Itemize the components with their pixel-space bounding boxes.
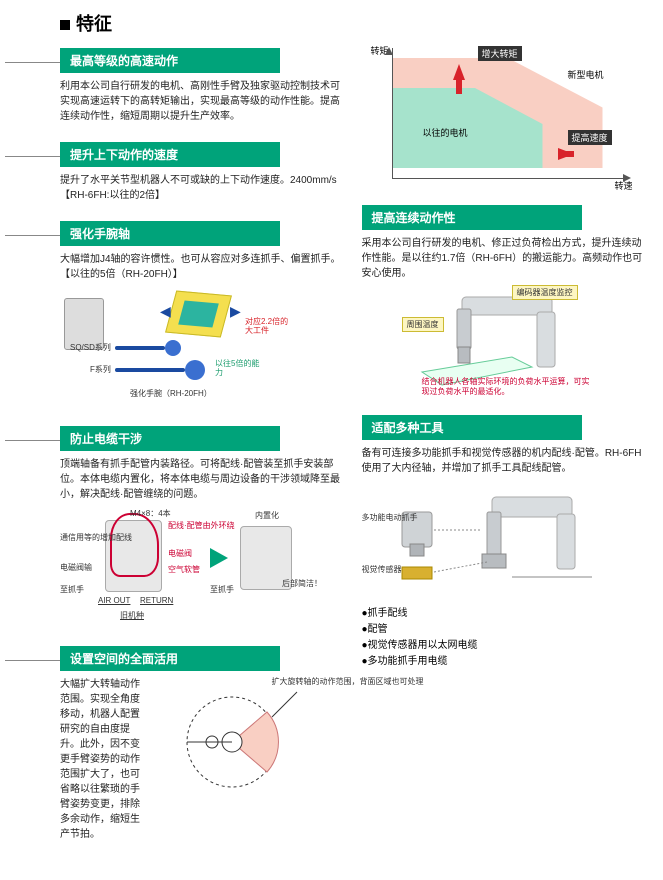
inner-label: 内置化 [255, 510, 279, 521]
big-work-tag: 对应2.2倍的大工件 [245, 318, 295, 336]
torque-chart: 转矩 转速 增大转矩 提高速度 新型电机 以往的电机 [392, 48, 623, 179]
ambient-temp-label: 周围温度 [402, 317, 444, 332]
heading-high-speed: 最高等级的高速动作 [60, 48, 280, 73]
robot-note: 结合机器人各轴实际环境的负荷水平运算，可实现过负荷水平的最适化。 [422, 377, 597, 396]
heading-cable: 防止电缆干涉 [60, 426, 280, 451]
space-note: 扩大旋转轴的动作范围，背面区域也可处理 [272, 677, 342, 687]
comm-line-label: 通信用等的增加配线 [60, 534, 105, 543]
bar-icon [115, 346, 165, 350]
old-motor-label: 以往的电机 [423, 126, 468, 139]
to-hand-label-1: 至抓手 [60, 584, 84, 595]
bullet-item: ●抓手配线 [362, 606, 644, 622]
desc-wrist-axis: 大幅增加J4轴的容许惯性。也可从容应对多连抓手、偏置抓手。【以往的5倍（RH-2… [60, 252, 342, 282]
workpiece-yellow-icon [165, 291, 232, 338]
x-axis-arrow-icon [623, 174, 631, 182]
wrist-caption: 强化手腕（RH-20FH） [130, 388, 212, 399]
vision-sensor-label: 视觉传感器 [362, 564, 402, 575]
encoder-temp-label: 编码器温度监控 [512, 285, 578, 300]
arrow-up-icon [453, 64, 465, 80]
valve-out-label: 电磁阀输 [60, 562, 92, 573]
page-title-text: 特征 [76, 14, 112, 34]
bullet-item: ●配管 [362, 622, 644, 638]
old-model-label: 旧机种 [120, 610, 144, 621]
arrow-right-icon [558, 148, 574, 160]
y-axis-arrow-icon [385, 42, 393, 55]
tools-robot-icon [362, 482, 602, 602]
green-arrow-icon [210, 548, 228, 568]
arrow-left-icon: ◀ [160, 303, 171, 320]
section-wrist-axis: 强化手腕轴 大幅增加J4轴的容许惯性。也可从容应对多连抓手、偏置抓手。【以往的5… [60, 221, 342, 408]
desc-continuous: 采用本公司自行研发的电机、修正过负荷检出方式，提升连续动作性能。是以往约1.7倍… [362, 236, 644, 281]
connector-line-icon [5, 440, 60, 442]
cable-loop-icon [110, 513, 159, 577]
new-motor-label: 新型电机 [568, 68, 604, 81]
page-title: 特征 [60, 10, 643, 36]
air-out-label: AIR OUT [98, 596, 130, 605]
multi-hand-label: 多功能电动抓手 [362, 514, 402, 523]
cable-figure: M4×8：4本 通信用等的增加配线 电磁阀输 至抓手 AIR OUT RETUR… [60, 508, 320, 628]
section-high-speed: 最高等级的高速动作 利用本公司自行研发的电机、高刚性手臂及独家驱动控制技术可实现… [60, 48, 342, 124]
to-hand-label-2: 至抓手 [210, 584, 234, 595]
heading-continuous: 提高连续动作性 [362, 205, 582, 230]
section-space: 设置空间的全面活用 大幅扩大转轴动作范围。实现全角度移动，机器人配置研究的自由度… [60, 646, 342, 842]
right-column: 转矩 转速 增大转矩 提高速度 新型电机 以往的电机 提高连续动作性 采用本公司… [362, 48, 644, 860]
section-cable: 防止电缆干涉 顶端轴备有抓手配管内装路径。可将配线·配管装至抓手安装部位。本体电… [60, 426, 342, 628]
robot-figure: 周围温度 编码器温度监控 结合机器人各轴实际环境的负荷水平运算，可实现过负荷水平… [362, 287, 602, 397]
outer-wrap-label: 配线·配管由外环绕 [168, 522, 223, 531]
heading-vertical-speed: 提升上下动作的速度 [60, 142, 280, 167]
ball-icon [185, 360, 205, 380]
tools-figure: 多功能电动抓手 视觉传感器 [362, 482, 602, 602]
bar-icon [115, 368, 185, 372]
bullet-item: ●视觉传感器用以太网电缆 [362, 638, 644, 654]
rotation-range-icon [172, 677, 342, 797]
desc-high-speed: 利用本公司自行研发的电机、高刚性手臂及独家驱动控制技术可实现高速运转下的高转矩输… [60, 79, 342, 124]
desc-cable: 顶端轴备有抓手配管内装路径。可将配线·配管装至抓手安装部位。本体电缆内置化，将本… [60, 457, 342, 502]
m4-label: M4×8：4本 [130, 508, 171, 519]
torque-up-box: 增大转矩 [478, 46, 522, 61]
bullet-item: ●多功能抓手用电缆 [362, 654, 644, 670]
left-column: 最高等级的高速动作 利用本公司自行研发的电机、高刚性手臂及独家驱动控制技术可实现… [60, 48, 342, 860]
connector-line-icon [5, 235, 60, 237]
valve-label: 电磁阀 [168, 548, 192, 559]
desc-vertical-speed: 提升了水平关节型机器人不可或缺的上下动作速度。2400mm/s【RH-6FH:以… [60, 173, 342, 203]
section-tools: 适配多种工具 备有可连接多功能抓手和视觉传感器的机内配线·配管。RH-6FH使用… [362, 415, 644, 670]
title-square-icon [60, 20, 70, 30]
heading-tools: 适配多种工具 [362, 415, 582, 440]
arrow-right-icon: ▶ [230, 303, 241, 320]
tools-bullets: ●抓手配线 ●配管 ●视觉传感器用以太网电缆 ●多功能抓手用电缆 [362, 606, 644, 670]
section-vertical-speed: 提升上下动作的速度 提升了水平关节型机器人不可或缺的上下动作速度。2400mm/… [60, 142, 342, 203]
section-continuous: 提高连续动作性 采用本公司自行研发的电机、修正过负荷检出方式，提升连续动作性能。… [362, 205, 644, 397]
heading-wrist-axis: 强化手腕轴 [60, 221, 280, 246]
speed-up-box: 提高速度 [568, 130, 612, 145]
heading-space: 设置空间的全面活用 [60, 646, 280, 671]
wrist-figure: ◀ ▶ SQ/SD系列 F系列 对应2.2倍的大工件 以往5倍的能力 强化手腕（… [60, 288, 310, 408]
air-hose-label: 空气软管 [168, 564, 200, 575]
back-clean-label: 后部简洁！ [282, 578, 322, 589]
desc-space: 大幅扩大转轴动作范围。实现全角度移动，机器人配置研究的自由度提升。此外，因不变更… [60, 677, 142, 842]
workpiece-green-icon [178, 300, 219, 327]
connector-line-icon [5, 62, 60, 64]
desc-tools: 备有可连接多功能抓手和视觉传感器的机内配线·配管。RH-6FH使用了大内径轴，并… [362, 446, 644, 476]
f-series-label: F系列 [90, 364, 111, 375]
return-label: RETURN [140, 596, 173, 605]
space-figure: 扩大旋转轴的动作范围，背面区域也可处理 [172, 677, 342, 797]
ball-icon [165, 340, 181, 356]
connector-line-icon [5, 660, 60, 662]
connector-line-icon [5, 156, 60, 158]
power-tag: 以往5倍的能力 [215, 360, 265, 378]
sq-series-label: SQ/SD系列 [70, 342, 111, 353]
